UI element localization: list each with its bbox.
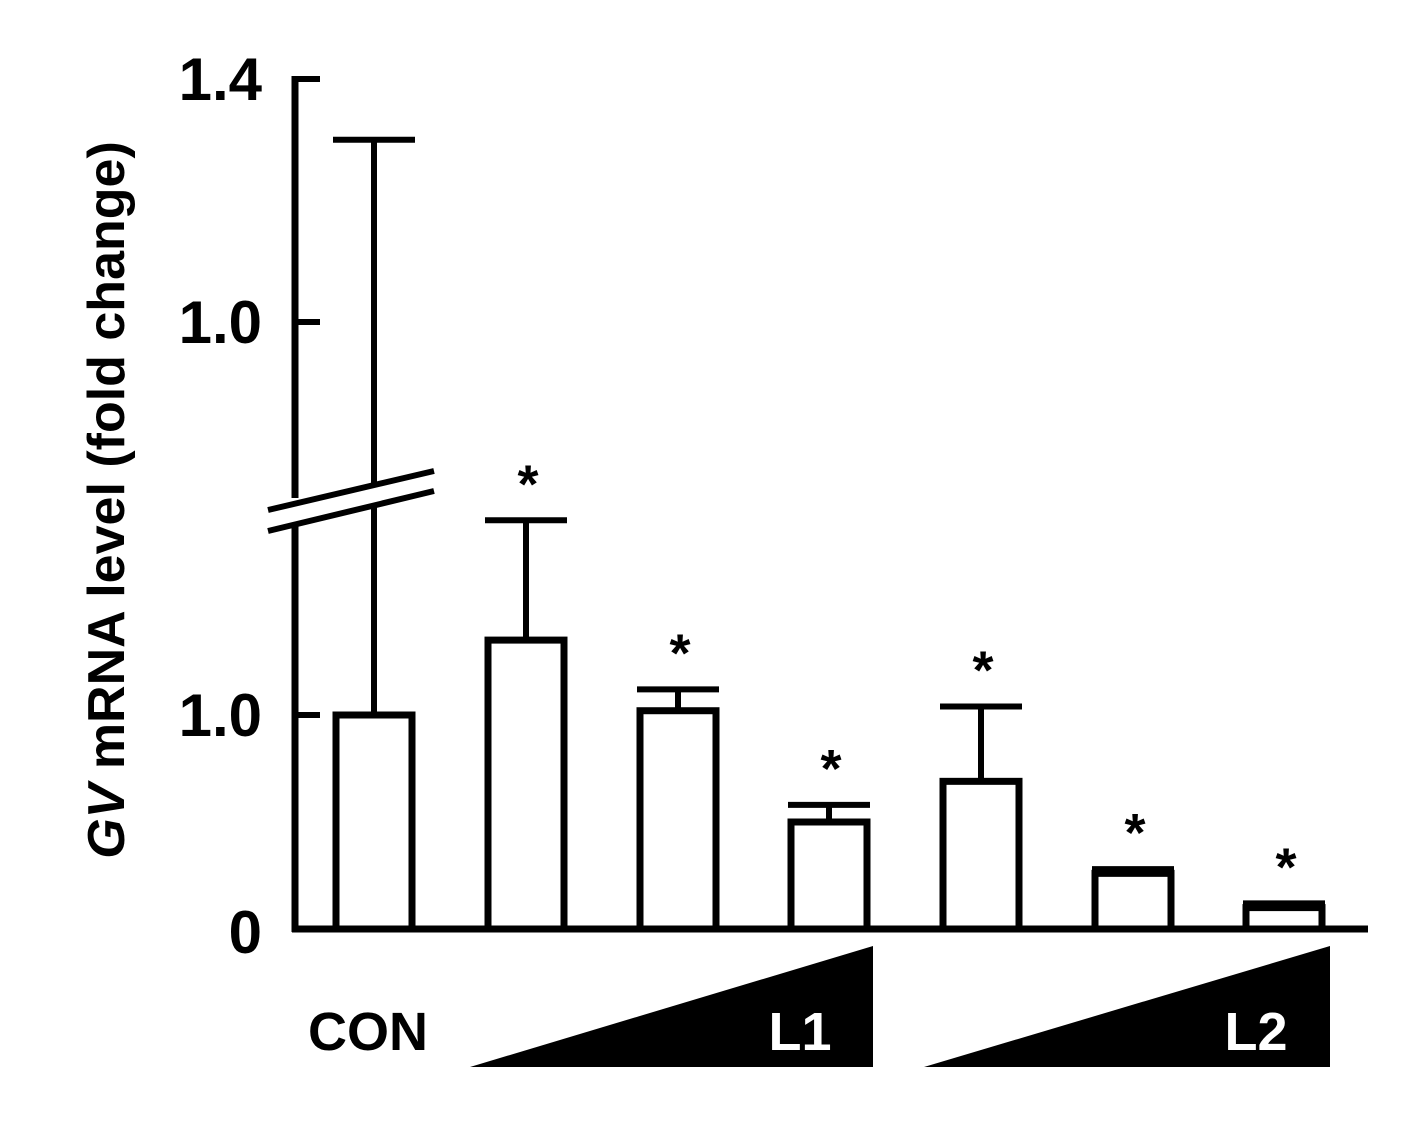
bar-3 xyxy=(636,707,720,933)
y-tick-label-lower-1-0: 1.0 xyxy=(179,682,262,749)
significance-marker-4: * xyxy=(820,739,841,799)
significance-marker-6: * xyxy=(1124,803,1145,863)
control-label: CON xyxy=(308,1002,428,1062)
axis-break-gap xyxy=(268,472,434,529)
bar-4 xyxy=(787,818,871,933)
dose-ramp-l2: L2 xyxy=(924,946,1330,1067)
axis-break xyxy=(267,468,435,534)
y-tick-label-0: 0 xyxy=(229,899,262,966)
bar-7 xyxy=(1242,904,1326,933)
axis-break-line-upper xyxy=(267,468,435,513)
dose-ramp-l1: L1 xyxy=(470,946,873,1067)
bar-6 xyxy=(1091,869,1175,933)
dose-ramp-l1-triangle xyxy=(470,946,873,1067)
axis-break-line-lower xyxy=(267,488,435,534)
bars-group: * * * * * * xyxy=(332,136,1326,933)
dose-ramp-l2-label: L2 xyxy=(1224,1002,1287,1062)
bar-5 xyxy=(939,777,1023,933)
bar-1 xyxy=(332,711,416,933)
significance-marker-7: * xyxy=(1275,837,1296,897)
dose-ramp-l1-label: L1 xyxy=(768,1002,831,1062)
bar-2 xyxy=(484,636,568,933)
significance-marker-5: * xyxy=(972,640,993,700)
y-tick-label-upper-1-0: 1.0 xyxy=(179,289,262,356)
y-axis-label-text: mRNA level (fold change) xyxy=(78,141,136,783)
y-axis-label-gene: GV xyxy=(78,779,136,858)
significance-marker-3: * xyxy=(669,623,690,683)
y-tick-label-1-4: 1.4 xyxy=(179,46,263,113)
significance-marker-2: * xyxy=(517,454,538,514)
y-axis: 1.4 1.0 1.0 0 xyxy=(179,46,320,966)
y-axis-label: GV mRNA level (fold change) xyxy=(78,141,136,859)
dose-ramp-l2-triangle xyxy=(924,946,1330,1067)
